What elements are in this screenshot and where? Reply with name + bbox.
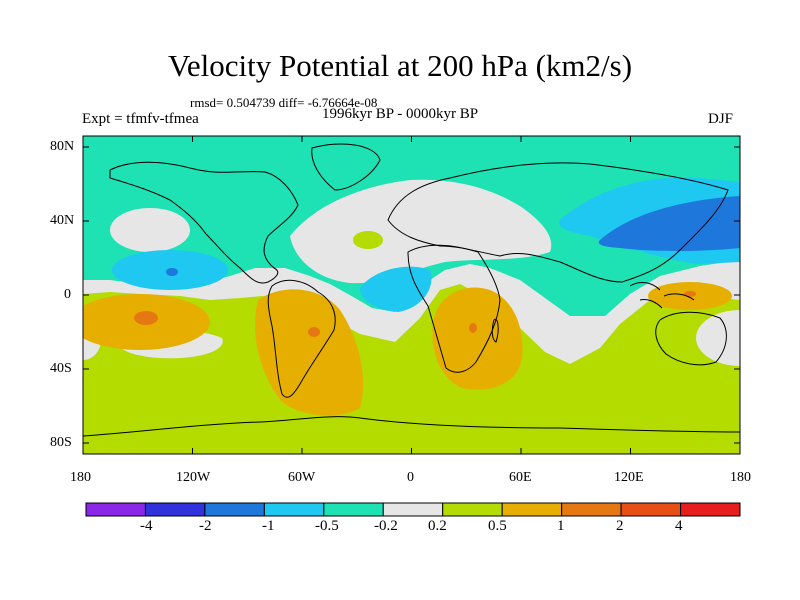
australia-coast	[655, 311, 727, 366]
maritime-islands-coast	[629, 282, 695, 309]
level-2-pacific	[134, 311, 158, 325]
colorbar-swatch	[382, 502, 444, 517]
madagascar-coast	[491, 318, 499, 343]
antarctica-coast	[83, 416, 740, 437]
level-2-africa	[469, 323, 477, 333]
coastlines	[83, 143, 740, 437]
lon-label-60w: 60W	[288, 470, 316, 485]
colorbar-swatch	[144, 502, 206, 517]
colorbar-label: 0.2	[428, 518, 447, 534]
experiment-label: Expt = tfmfv-tfmea	[82, 111, 199, 127]
neutral-north-pacific	[110, 208, 190, 252]
level-minus2-asia	[598, 196, 740, 251]
colorbar-swatch	[85, 502, 146, 517]
colorbar-label: -2	[199, 518, 212, 534]
lon-label-120e: 120E	[614, 470, 644, 485]
colorbar-swatch	[263, 502, 325, 517]
colorbar-swatch	[204, 502, 265, 517]
lon-label-60e: 60E	[509, 470, 532, 485]
neutral-band-south	[83, 260, 740, 364]
greenland-coast	[311, 143, 381, 191]
lat-label-40n: 40N	[50, 213, 75, 228]
positive-atlantic-small	[353, 231, 383, 249]
colorbar-swatch	[442, 502, 503, 517]
colorbar-swatch	[620, 502, 682, 517]
africa-coast	[407, 244, 501, 373]
level-1-south-america	[254, 289, 364, 416]
lon-label-180e: 180	[730, 470, 751, 485]
period-label: 1996kyr BP - 0000kyr BP	[322, 106, 479, 122]
lon-label-180w: 180	[70, 470, 91, 485]
colorbar-swatch	[680, 502, 741, 517]
level-minus1-atlantic	[360, 266, 432, 312]
chart-title: Velocity Potential at 200 hPa (km2/s)	[167, 48, 633, 83]
lat-label-80s: 80S	[50, 435, 72, 450]
colorbar-label: -1	[262, 518, 275, 534]
lat-ticks	[83, 146, 740, 444]
lat-label-0: 0	[64, 287, 71, 302]
contour-field	[83, 136, 740, 454]
colorbar-label: 0.5	[488, 518, 507, 534]
north-america-coast	[109, 161, 299, 284]
lat-label-40s: 40S	[50, 361, 72, 376]
colorbar-label: -4	[140, 518, 153, 534]
colorbar-label: 2	[616, 518, 624, 534]
lon-label-120w: 120W	[176, 470, 211, 485]
colorbar-label: -0.2	[374, 518, 398, 534]
lon-ticks	[192, 136, 631, 454]
colorbar-swatch	[323, 502, 384, 517]
season-label: DJF	[708, 111, 734, 127]
eurasia-coast	[387, 162, 729, 283]
level-1-africa	[432, 287, 523, 390]
colorbar	[85, 502, 741, 517]
neutral-atlantic	[290, 179, 552, 284]
colorbar-label: -0.5	[315, 518, 339, 534]
neutral-south-pacific	[696, 310, 740, 366]
colorbar-label: 4	[675, 518, 683, 534]
level-2-south-america	[308, 327, 320, 337]
stats-label: rmsd= 0.504739 diff= -6.76664e-08	[190, 95, 378, 110]
colorbar-swatch	[561, 502, 622, 517]
south-america-coast	[267, 279, 336, 398]
colorbar-swatch	[501, 502, 563, 517]
level-2-maritime	[684, 291, 696, 297]
lon-label-0: 0	[407, 470, 414, 485]
level-minus2-pacific	[166, 268, 178, 276]
lat-label-80n: 80N	[50, 139, 75, 154]
colorbar-label: 1	[557, 518, 565, 534]
